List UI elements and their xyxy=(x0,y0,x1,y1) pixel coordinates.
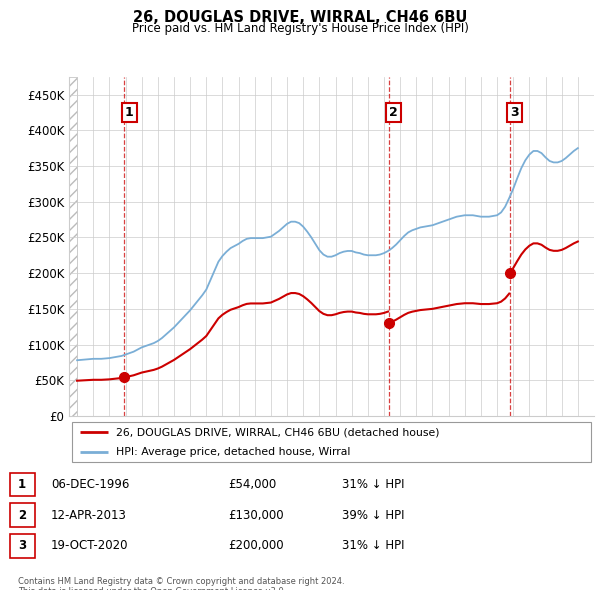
Text: 2: 2 xyxy=(18,509,26,522)
Text: Contains HM Land Registry data © Crown copyright and database right 2024.
This d: Contains HM Land Registry data © Crown c… xyxy=(18,577,344,590)
Text: 31% ↓ HPI: 31% ↓ HPI xyxy=(342,478,404,491)
FancyBboxPatch shape xyxy=(71,422,592,462)
Text: 06-DEC-1996: 06-DEC-1996 xyxy=(51,478,130,491)
Text: 1: 1 xyxy=(125,106,133,119)
Text: £200,000: £200,000 xyxy=(228,539,284,552)
Text: 3: 3 xyxy=(511,106,519,119)
Text: 31% ↓ HPI: 31% ↓ HPI xyxy=(342,539,404,552)
Text: 2: 2 xyxy=(389,106,398,119)
Text: 1: 1 xyxy=(18,478,26,491)
Bar xyxy=(69,77,77,416)
Text: 19-OCT-2020: 19-OCT-2020 xyxy=(51,539,128,552)
Text: 12-APR-2013: 12-APR-2013 xyxy=(51,509,127,522)
Text: 26, DOUGLAS DRIVE, WIRRAL, CH46 6BU: 26, DOUGLAS DRIVE, WIRRAL, CH46 6BU xyxy=(133,10,467,25)
Text: £54,000: £54,000 xyxy=(228,478,276,491)
Text: Price paid vs. HM Land Registry's House Price Index (HPI): Price paid vs. HM Land Registry's House … xyxy=(131,22,469,35)
Text: £130,000: £130,000 xyxy=(228,509,284,522)
Text: 26, DOUGLAS DRIVE, WIRRAL, CH46 6BU (detached house): 26, DOUGLAS DRIVE, WIRRAL, CH46 6BU (det… xyxy=(116,427,440,437)
Text: 3: 3 xyxy=(18,539,26,552)
Text: 39% ↓ HPI: 39% ↓ HPI xyxy=(342,509,404,522)
Text: HPI: Average price, detached house, Wirral: HPI: Average price, detached house, Wirr… xyxy=(116,447,350,457)
